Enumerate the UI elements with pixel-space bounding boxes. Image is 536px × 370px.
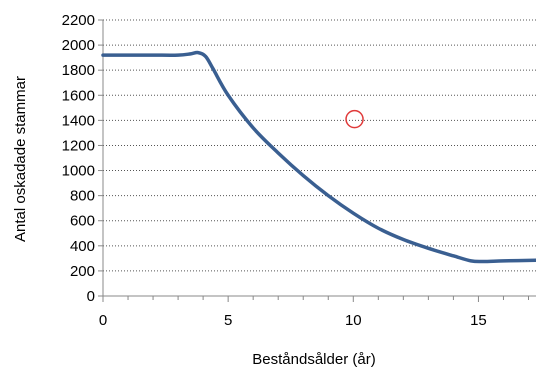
y-axis-title: Antal oskadade stammar — [12, 76, 29, 242]
y-tick-label-0: 0 — [87, 288, 95, 305]
axes — [98, 19, 536, 302]
x-tick-labels: 0 5 10 15 — [99, 312, 487, 329]
x-tick-label-10: 10 — [345, 312, 362, 329]
x-tick-label-5: 5 — [224, 312, 232, 329]
y-tick-label-200: 200 — [70, 263, 95, 280]
y-tick-label-1600: 1600 — [62, 87, 95, 104]
y-tick-label-1800: 1800 — [62, 62, 95, 79]
y-tick-label-2200: 2200 — [62, 12, 95, 29]
series-line-0 — [101, 50, 536, 264]
y-tick-label-2000: 2000 — [62, 37, 95, 54]
y-tick-label-400: 400 — [70, 238, 95, 255]
y-tick-labels: 0 200 400 600 800 1000 1200 1400 1600 1800 2000 220… — [62, 12, 95, 305]
annotation-marker-group — [345, 109, 364, 129]
x-axis-title: Beståndsålder (år) — [252, 351, 375, 368]
series-group — [101, 50, 536, 264]
y-tick-label-600: 600 — [70, 213, 95, 230]
y-tick-label-1200: 1200 — [62, 137, 95, 154]
grid-lines — [103, 19, 536, 272]
y-tick-label-1400: 1400 — [62, 112, 95, 129]
x-tick-label-0: 0 — [99, 312, 107, 329]
y-tick-label-800: 800 — [70, 188, 95, 205]
x-tick-label-15: 15 — [470, 312, 487, 329]
y-tick-label-1000: 1000 — [62, 163, 95, 180]
annotation-marker-circle — [345, 109, 364, 129]
